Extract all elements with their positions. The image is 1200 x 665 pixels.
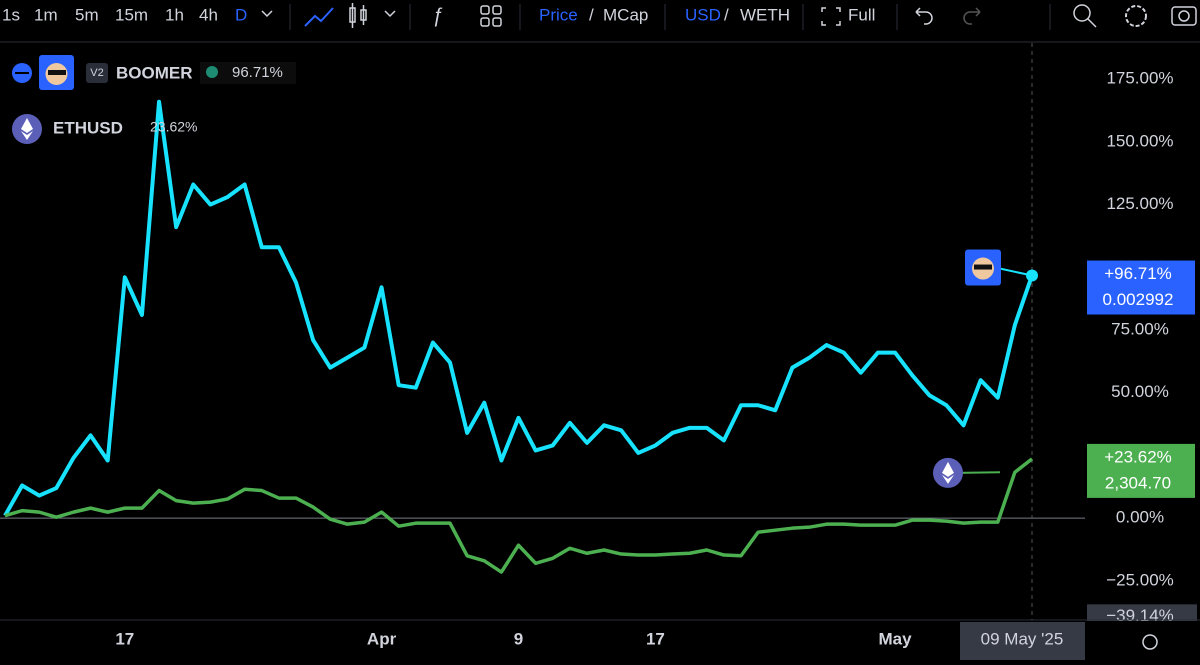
search-icon[interactable] xyxy=(1073,4,1097,28)
settings-icon[interactable] xyxy=(1125,5,1147,27)
interval[interactable]: 5m xyxy=(75,5,99,24)
crosshair-x-label: 09 May '25 xyxy=(981,629,1064,648)
series-line xyxy=(3,99,1034,517)
undo[interactable] xyxy=(915,7,933,25)
y-tick-label: 150.00% xyxy=(1106,131,1173,150)
price-label-price: 2,304.70 xyxy=(1105,473,1171,492)
interval-active[interactable]: D xyxy=(235,5,247,24)
full-icon[interactable] xyxy=(821,7,841,26)
plot: 175.00%150.00%125.00%100.00%75.00%50.00%… xyxy=(0,43,1200,665)
chevron[interactable] xyxy=(384,10,396,18)
y-tick-label: 50.00% xyxy=(1111,382,1169,401)
x-tick-label: 17 xyxy=(115,629,134,648)
interval[interactable]: 1m xyxy=(34,5,58,24)
y-axis-area xyxy=(1085,43,1200,620)
x-tick-label: 9 xyxy=(514,629,523,648)
settings-small xyxy=(1142,634,1158,650)
y-tick-label: 125.00% xyxy=(1106,194,1173,213)
last-point xyxy=(1026,269,1038,282)
weth-toggle[interactable]: WETH xyxy=(740,5,790,24)
mcap-toggle[interactable]: MCap xyxy=(603,5,648,24)
price-label-price: 0.002992 xyxy=(1103,290,1174,309)
x-tick-label: 17 xyxy=(646,629,665,648)
y-tick-label: 75.00% xyxy=(1111,319,1169,338)
token-marker-glasses xyxy=(974,264,992,270)
price-toggle[interactable]: Price xyxy=(539,5,578,24)
status-dot xyxy=(206,66,218,78)
redo[interactable] xyxy=(963,7,981,25)
divider: / xyxy=(589,5,594,24)
legend-value: 96.71% xyxy=(232,64,283,81)
marker-connector xyxy=(994,266,1033,277)
full-button[interactable]: Full xyxy=(848,5,875,24)
chevron[interactable] xyxy=(261,10,273,18)
y-tick-label: −25.00% xyxy=(1106,570,1174,589)
y-tick-label: 0.00% xyxy=(1116,508,1164,527)
price-label-change: +23.62% xyxy=(1104,447,1172,466)
legend-value-bg xyxy=(200,62,296,84)
crosshair-x-bg xyxy=(960,622,1085,660)
divider: / xyxy=(724,5,729,24)
indicator-icon[interactable]: ƒ xyxy=(432,4,443,26)
interval[interactable]: 15m xyxy=(115,5,148,24)
legend-label: ETHUSD xyxy=(53,118,123,137)
camera-icon[interactable] xyxy=(1171,6,1197,26)
x-tick-label: Apr xyxy=(367,629,397,648)
interval[interactable]: 1s xyxy=(2,5,20,24)
price-label-change: +96.71% xyxy=(1104,264,1172,283)
y-tick-label: 175.00% xyxy=(1106,69,1173,88)
x-tick-label: May xyxy=(879,629,913,648)
marker-connector xyxy=(957,471,1001,474)
legend-label: BOOMER xyxy=(116,63,193,82)
toolbar: 1s 1m 5m 15m 1h 4h D ƒ Price / MCap USD … xyxy=(0,3,1200,43)
candle-icon[interactable] xyxy=(349,3,367,28)
version-tag-bg xyxy=(86,63,108,83)
layout-icon[interactable] xyxy=(480,5,502,27)
interval[interactable]: 4h xyxy=(199,5,218,24)
interval[interactable]: 1h xyxy=(165,5,184,24)
version-tag: V2 xyxy=(90,67,103,79)
token-avatar-glasses xyxy=(48,70,66,75)
legend: V2 BOOMER 96.71% ETHUSD 23.62% xyxy=(12,55,296,144)
eth-glyph xyxy=(21,118,33,140)
price-label-bg xyxy=(1087,443,1195,498)
eth-marker-glyph xyxy=(942,461,954,484)
legend-value: 23.62% xyxy=(150,119,197,135)
line-icon[interactable] xyxy=(304,7,334,27)
series-line xyxy=(4,457,1034,574)
price-label-bg xyxy=(1087,260,1195,315)
usd-toggle[interactable]: USD xyxy=(685,5,721,24)
